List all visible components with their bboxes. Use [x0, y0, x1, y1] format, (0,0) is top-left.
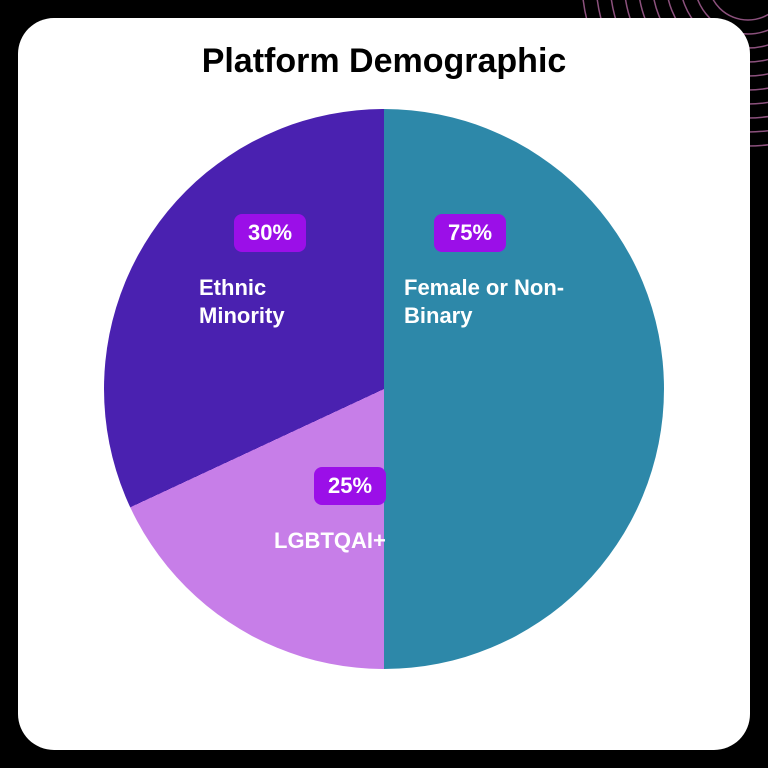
badge-ethnic-minority: 30% — [234, 214, 306, 252]
pie-graphic — [104, 109, 664, 669]
label-lgbtqai: LGBTQAI+ — [274, 527, 454, 555]
label-ethnic-minority: EthnicMinority — [199, 274, 359, 329]
badge-lgbtqai: 25% — [314, 467, 386, 505]
label-female-nonbinary: Female or Non-Binary — [404, 274, 614, 329]
chart-card: Platform Demographic 75% Female or Non-Bi… — [18, 18, 750, 750]
chart-title: Platform Demographic — [18, 42, 750, 81]
badge-female-nonbinary: 75% — [434, 214, 506, 252]
pie-chart: 75% Female or Non-Binary 25% LGBTQAI+ 30% Eth… — [104, 109, 664, 669]
